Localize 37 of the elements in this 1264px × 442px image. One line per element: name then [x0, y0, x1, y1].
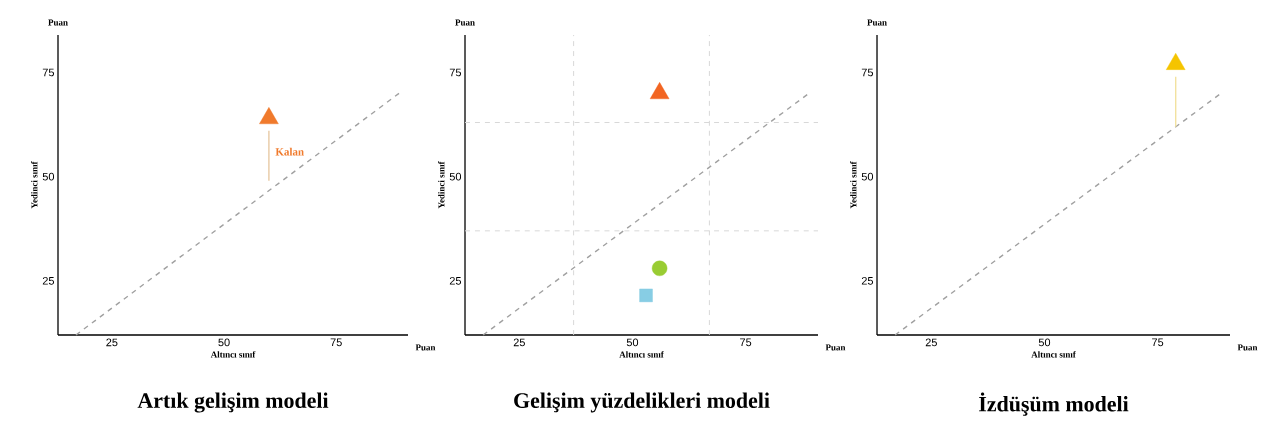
x-tick-label: 25 — [106, 338, 118, 347]
text: İzdüşüm modeli — [979, 392, 1129, 416]
y-tick-label: 75 — [42, 68, 55, 77]
text: Artık gelişim modeli — [137, 392, 329, 413]
x-tick-label: 75 — [740, 338, 752, 347]
text: Gelişim yüzdelikleri modeli — [514, 392, 770, 413]
y-tick-label: 25 — [42, 276, 55, 285]
y-tick-label: 50 — [42, 172, 55, 181]
y-tick-label: 50 — [449, 172, 462, 181]
y-axis-title: Yedinci sınıf — [850, 161, 857, 209]
point — [651, 260, 668, 276]
text: Puan — [1237, 344, 1258, 351]
point — [639, 288, 653, 303]
text: Puan — [455, 19, 475, 26]
x-tick-label: 25 — [925, 338, 937, 347]
x-axis-title: Altıncı sınıf — [1031, 351, 1076, 358]
x-tick-label: 50 — [1038, 338, 1051, 347]
y-tick-label: 25 — [449, 276, 462, 285]
x-tick-label: 50 — [626, 338, 639, 347]
x-tick-label: 75 — [1152, 338, 1164, 347]
annotation: Kalan — [275, 147, 304, 156]
point — [649, 82, 670, 100]
x-axis-title: Altıncı sınıf — [619, 351, 664, 358]
text: Puan — [415, 344, 436, 351]
x-tick-label: 25 — [513, 338, 525, 347]
text: Puan — [825, 344, 846, 351]
y-tick-label: 50 — [861, 172, 874, 181]
y-axis-title: Yedinci sınıf — [31, 161, 38, 209]
y-axis-title: Yedinci sınıf — [438, 161, 445, 209]
y-tick-label: 25 — [861, 276, 874, 285]
x-tick-label: 75 — [330, 338, 342, 347]
y-tick-label: 75 — [449, 68, 462, 77]
x-axis-title: Altıncı sınıf — [210, 351, 256, 358]
text: Puan — [867, 19, 887, 26]
y-tick-label: 75 — [861, 68, 874, 77]
text: Puan — [48, 19, 68, 26]
x-tick-label: 50 — [218, 338, 230, 347]
